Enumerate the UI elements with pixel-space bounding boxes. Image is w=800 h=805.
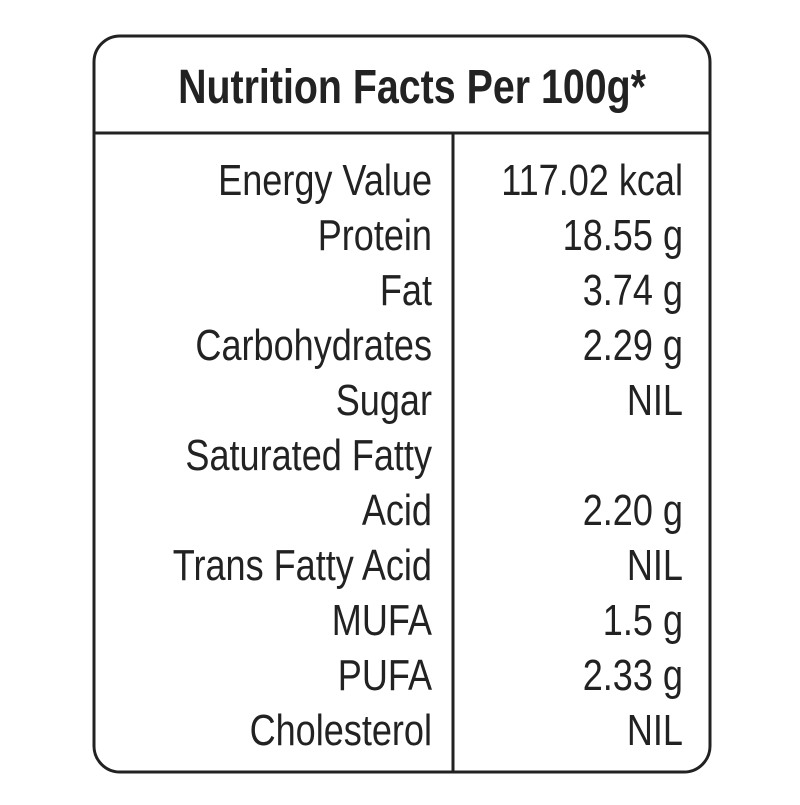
- row-label: Protein: [318, 211, 432, 260]
- row-value: 18.55 g: [563, 211, 683, 260]
- row-label: Fat: [380, 266, 432, 315]
- row-value: 2.20 g: [583, 486, 683, 535]
- row-label: Cholesterol: [250, 706, 432, 755]
- row-value: 2.29 g: [583, 321, 683, 370]
- row-label: Trans Fatty Acid: [173, 541, 432, 590]
- row-label: Saturated Fatty: [185, 431, 432, 480]
- row-label: MUFA: [332, 596, 432, 645]
- row-value: NIL: [627, 706, 683, 755]
- row-label: Energy Value: [218, 156, 432, 205]
- row-value: 2.33 g: [583, 651, 683, 700]
- row-value: NIL: [627, 541, 683, 590]
- row-value: NIL: [627, 376, 683, 425]
- row-label: PUFA: [338, 651, 432, 700]
- row-label: Carbohydrates: [195, 321, 432, 370]
- row-value: 3.74 g: [583, 266, 683, 315]
- title: Nutrition Facts Per 100g*: [178, 60, 647, 114]
- label-border: [92, 34, 712, 774]
- row-label: Acid: [362, 486, 432, 535]
- row-value: 1.5 g: [603, 596, 683, 645]
- row-value: 117.02 kcal: [501, 156, 683, 205]
- row-label: Sugar: [336, 376, 432, 425]
